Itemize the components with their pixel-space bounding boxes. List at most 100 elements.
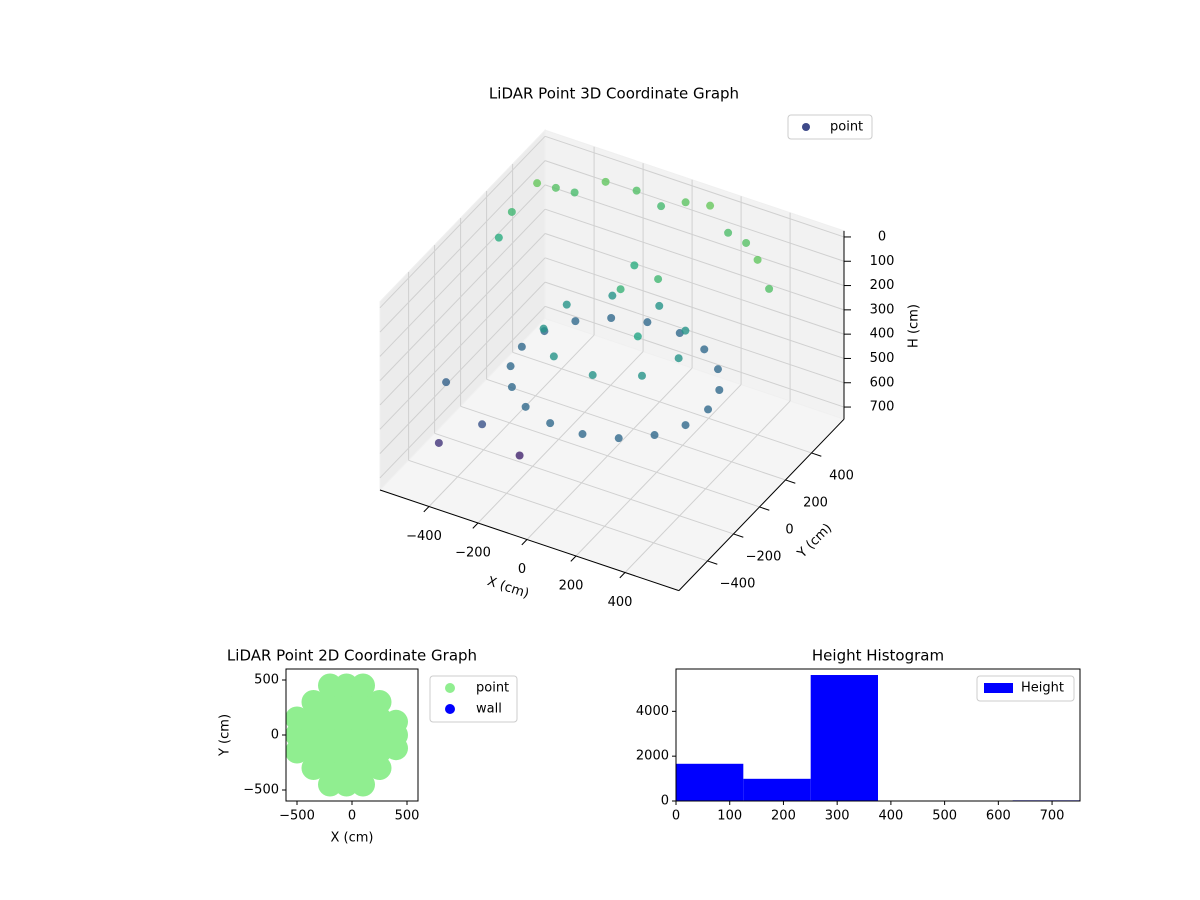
legend-label: Height	[1021, 681, 1064, 696]
legend-marker	[802, 123, 810, 131]
legend-marker	[984, 683, 1013, 693]
grid-line	[460, 405, 760, 508]
point	[630, 261, 639, 270]
legend-label: point	[830, 120, 863, 135]
bar	[810, 675, 878, 801]
point	[674, 354, 683, 363]
tick-mark	[707, 560, 718, 565]
x-tick-label: 200	[771, 809, 796, 824]
tick-mark	[619, 572, 626, 579]
z-tick-label: 500	[870, 351, 895, 366]
grid-line	[544, 208, 845, 311]
y-tick-label: 0	[785, 522, 793, 537]
grid-line	[477, 351, 644, 524]
tick-mark	[570, 555, 577, 562]
point	[351, 673, 375, 698]
point	[657, 202, 666, 211]
point	[384, 709, 408, 734]
point	[334, 772, 359, 797]
point	[724, 228, 733, 237]
x-tick-label: 100	[717, 809, 742, 824]
legend-label: wall	[476, 702, 502, 717]
legend-box	[976, 675, 1075, 702]
point	[478, 420, 487, 429]
point	[301, 723, 326, 747]
x-tick-label: −200	[455, 546, 491, 561]
point	[614, 434, 623, 443]
tick-mark	[521, 539, 528, 546]
grid-line	[544, 233, 845, 335]
point	[704, 405, 713, 414]
point	[706, 201, 715, 210]
bar	[743, 778, 811, 801]
point	[351, 690, 375, 714]
x-tick-label: 200	[559, 579, 584, 594]
point	[637, 371, 646, 380]
x-axis-line	[379, 489, 680, 592]
y-tick-label: 2000	[636, 749, 669, 764]
x-tick-label: 500	[395, 809, 420, 824]
point	[494, 233, 503, 242]
grid-line	[379, 281, 546, 454]
chart-title: LiDAR Point 3D Coordinate Graph	[489, 85, 739, 103]
grid-line	[379, 306, 546, 479]
grid-line	[434, 432, 734, 535]
point	[588, 371, 597, 380]
point	[367, 690, 392, 714]
point	[334, 690, 359, 714]
point	[578, 430, 587, 439]
point	[318, 673, 342, 698]
point	[571, 317, 580, 326]
legend-marker	[445, 683, 455, 693]
grid-line	[379, 184, 546, 357]
y-tick-label: 4000	[636, 704, 669, 719]
z-tick-label: 400	[870, 327, 895, 342]
point	[654, 275, 663, 284]
chart-title: Height Histogram	[812, 647, 944, 665]
tick-mark	[811, 452, 822, 457]
grid-line	[544, 184, 845, 287]
point	[318, 690, 342, 714]
grid-line	[379, 257, 546, 430]
point	[521, 402, 530, 411]
y-tick-label: −200	[746, 549, 782, 564]
point	[318, 756, 342, 780]
point	[351, 772, 375, 797]
z-axis-label: H (cm)	[907, 304, 922, 348]
point	[742, 238, 751, 247]
x-tick-label: −500	[279, 809, 315, 824]
tick-mark	[785, 479, 796, 484]
point	[367, 756, 392, 780]
grid-line	[408, 459, 708, 562]
grid-line	[379, 208, 546, 381]
grid-line	[379, 135, 546, 309]
grid-line	[486, 378, 786, 481]
grid-line	[428, 334, 595, 507]
z-tick-label: 600	[870, 375, 895, 390]
x-tick-label: 400	[608, 595, 633, 610]
grid-line	[526, 367, 693, 540]
y-axis-label: Y (cm)	[218, 714, 233, 757]
point	[318, 723, 342, 747]
point	[633, 332, 642, 341]
point	[765, 284, 774, 293]
grid-line	[575, 384, 742, 557]
point	[632, 186, 641, 195]
y-tick-label: 400	[829, 468, 854, 483]
point	[607, 313, 616, 322]
point	[616, 285, 625, 294]
y-tick-label: 0	[661, 794, 669, 809]
bar	[676, 763, 744, 801]
tick-mark	[423, 506, 430, 513]
x-tick-label: 0	[348, 809, 356, 824]
y-tick-label: 0	[271, 728, 279, 743]
grid-line	[544, 305, 845, 408]
point	[301, 690, 326, 714]
point	[334, 756, 359, 780]
point	[608, 291, 617, 300]
x-axis-label: X (cm)	[331, 831, 374, 846]
point	[681, 421, 690, 430]
point	[442, 378, 451, 387]
x-tick-label: 700	[1040, 809, 1065, 824]
point	[533, 179, 542, 188]
